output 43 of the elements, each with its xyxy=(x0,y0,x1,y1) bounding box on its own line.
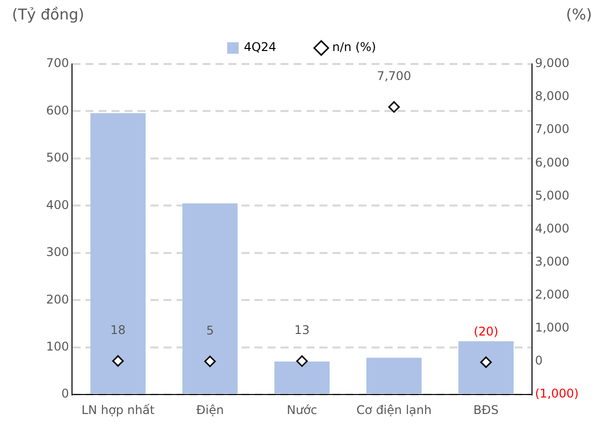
y-tick-label: 400 xyxy=(46,198,69,212)
x-tick-label: LN hợp nhất xyxy=(81,402,155,417)
y2-tick-label: 3,000 xyxy=(535,254,570,268)
bar xyxy=(182,203,238,394)
point xyxy=(112,355,124,367)
point xyxy=(388,101,400,113)
x-tick-label: BĐS xyxy=(473,402,499,417)
point xyxy=(480,356,492,368)
data-label: 13 xyxy=(294,323,310,338)
data-label: 18 xyxy=(110,323,126,338)
legend-label: n/n (%) xyxy=(332,40,376,54)
y-tick-label: 500 xyxy=(46,150,69,165)
legend-label: 4Q24 xyxy=(244,40,276,54)
y2-tick-label: 1,000 xyxy=(535,320,570,335)
data-label: (20) xyxy=(474,324,498,338)
bar xyxy=(366,358,422,394)
data-label: 5 xyxy=(206,324,214,338)
bar xyxy=(458,341,514,394)
point xyxy=(204,356,216,368)
point xyxy=(296,355,308,367)
y-tick-label: 300 xyxy=(46,245,69,260)
x-tick-label: Cơ điện lạnh xyxy=(356,402,432,417)
y-tick-label: 600 xyxy=(46,103,69,118)
data-label: 7,700 xyxy=(376,69,412,84)
y2-tick-label: 8,000 xyxy=(535,89,570,104)
x-tick-label: Nước xyxy=(286,402,318,417)
y-axis-title: (Tỷ đồng) xyxy=(12,5,84,24)
y2-tick-label: 2,000 xyxy=(535,288,570,302)
y2-tick-label: 6,000 xyxy=(535,155,570,170)
y2-tick-label: 7,000 xyxy=(535,122,570,136)
y-tick-label: 200 xyxy=(46,292,69,306)
y2-tick-label: 9,000 xyxy=(535,56,570,70)
y-tick-label: 0 xyxy=(61,386,69,401)
x-tick-label: Điện xyxy=(196,402,224,417)
y2-tick-label: 4,000 xyxy=(535,221,570,236)
y2-tick-label: 0 xyxy=(535,354,543,368)
y2-tick-label: (1,000) xyxy=(535,386,579,401)
bar xyxy=(274,362,330,394)
y-tick-label: 700 xyxy=(46,56,69,70)
y2-axis-title: (%) xyxy=(566,5,592,24)
bar xyxy=(90,113,146,394)
y-tick-label: 100 xyxy=(46,339,69,354)
y2-tick-label: 5,000 xyxy=(535,188,570,202)
